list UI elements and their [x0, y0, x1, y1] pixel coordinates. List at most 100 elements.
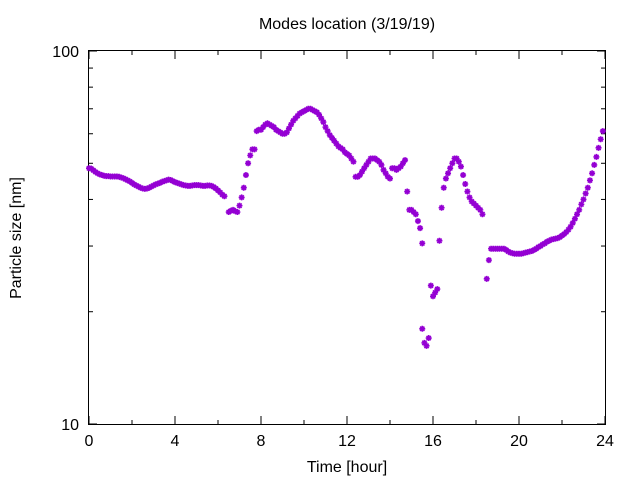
data-point	[236, 202, 243, 209]
data-point	[242, 172, 249, 179]
data-point	[417, 225, 424, 232]
x-tick-label: 4	[171, 433, 180, 450]
data-point	[294, 112, 301, 119]
data-point	[453, 155, 460, 162]
data-point	[221, 193, 228, 200]
data-point	[245, 160, 252, 167]
data-point	[283, 129, 290, 136]
chart-title: Modes location (3/19/19)	[259, 16, 435, 33]
data-point	[363, 161, 370, 168]
data-point	[247, 152, 254, 159]
data-point	[432, 289, 439, 296]
data-point	[479, 211, 486, 218]
data-point	[485, 257, 492, 264]
data-point	[567, 223, 574, 230]
data-point	[333, 140, 340, 147]
data-point	[365, 158, 372, 165]
data-point	[382, 170, 389, 177]
y-tick-label: 100	[52, 44, 79, 61]
data-points	[86, 105, 606, 349]
x-axis-label: Time [hour]	[307, 459, 387, 476]
data-point	[361, 165, 368, 172]
data-point	[425, 335, 432, 342]
data-point	[404, 188, 411, 195]
data-point	[477, 206, 484, 213]
axis-ticks	[88, 50, 606, 425]
data-point	[350, 158, 357, 165]
plot-frame	[88, 50, 606, 425]
data-point	[595, 144, 602, 151]
y-axis-label: Particle size [nm]	[8, 177, 25, 299]
data-point	[427, 282, 434, 289]
data-point	[227, 207, 234, 214]
data-point	[328, 134, 335, 141]
data-point	[419, 325, 426, 332]
data-point	[457, 163, 464, 170]
data-point	[466, 194, 473, 201]
data-point	[440, 184, 447, 191]
axis-tick-labels: 0 4 8 12 16 20 24 10 100	[52, 44, 614, 450]
data-point	[460, 172, 467, 179]
data-point	[251, 146, 258, 153]
data-point	[434, 286, 441, 293]
data-point	[313, 109, 320, 116]
data-point	[232, 208, 239, 215]
data-point	[593, 153, 600, 160]
data-point	[565, 226, 572, 233]
data-point	[580, 196, 587, 203]
data-point	[462, 180, 469, 187]
data-point	[421, 339, 428, 346]
data-point	[438, 204, 445, 211]
data-point	[591, 161, 598, 168]
data-point	[599, 128, 606, 135]
data-point	[586, 177, 593, 184]
data-point	[569, 219, 576, 226]
data-point	[387, 175, 393, 182]
data-point	[419, 240, 426, 247]
x-tick-label: 20	[510, 433, 528, 450]
data-point	[442, 175, 449, 182]
x-tick-label: 0	[85, 433, 94, 450]
data-point	[447, 165, 454, 172]
data-point	[376, 158, 383, 165]
data-point	[464, 188, 471, 195]
data-point	[410, 209, 417, 216]
x-tick-label: 12	[338, 433, 356, 450]
data-point	[582, 190, 589, 197]
data-point	[339, 146, 346, 153]
data-point	[348, 155, 355, 162]
data-point	[258, 126, 264, 133]
data-point	[260, 124, 267, 131]
data-point	[290, 117, 297, 124]
data-point	[331, 137, 338, 144]
data-point	[217, 189, 224, 196]
data-point	[240, 184, 247, 191]
data-point	[408, 206, 415, 213]
data-point	[584, 184, 591, 191]
data-point	[436, 237, 443, 244]
data-point	[285, 125, 292, 132]
data-point	[483, 275, 490, 282]
data-point	[430, 293, 436, 300]
data-point	[378, 161, 385, 168]
data-point	[576, 206, 583, 213]
data-point	[397, 163, 404, 170]
data-point	[589, 170, 596, 177]
data-point	[412, 211, 419, 218]
data-point	[445, 170, 452, 177]
data-point	[318, 115, 325, 122]
data-point	[238, 194, 245, 201]
x-tick-label: 8	[257, 433, 266, 450]
data-point	[380, 166, 387, 173]
data-point	[322, 124, 329, 131]
data-point	[455, 158, 462, 165]
data-point	[288, 121, 295, 128]
data-point	[571, 215, 578, 222]
data-point	[234, 209, 241, 216]
data-point	[346, 152, 353, 159]
data-point	[402, 157, 409, 164]
data-point	[597, 136, 604, 143]
data-point	[356, 172, 363, 179]
data-point	[324, 128, 331, 135]
